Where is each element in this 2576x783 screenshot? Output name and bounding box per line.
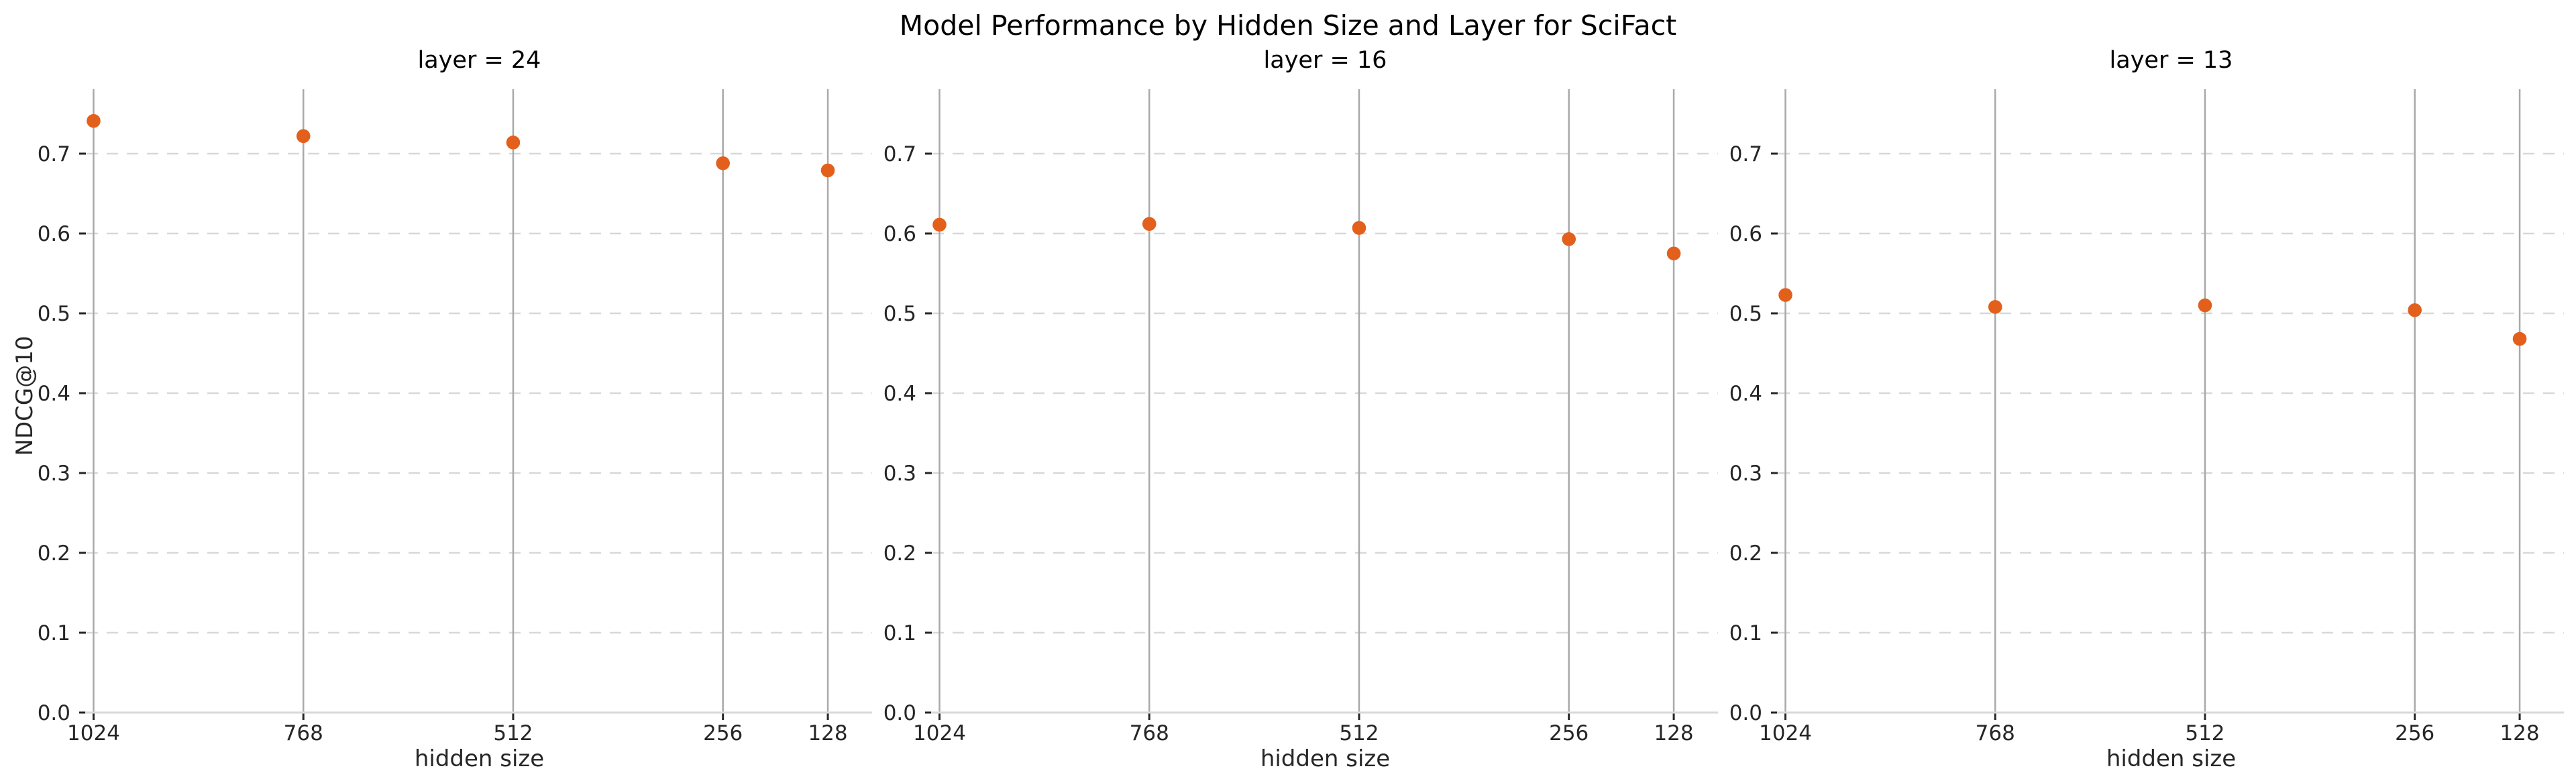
y-tick-label: 0.7 <box>38 142 70 166</box>
x-tick-label: 768 <box>1976 721 2015 745</box>
data-point <box>2198 298 2212 313</box>
y-tick-label: 0.3 <box>1729 462 1762 486</box>
y-tick-label: 0.3 <box>883 462 916 486</box>
y-tick-label: 0.5 <box>883 302 916 326</box>
data-point <box>1988 300 2002 314</box>
x-tick-label: 768 <box>284 721 323 745</box>
x-tick-label: 128 <box>808 721 847 745</box>
y-tick-label: 0.3 <box>38 462 70 486</box>
y-tick-label: 0.1 <box>883 621 916 645</box>
y-tick-label: 0.7 <box>1729 142 1762 166</box>
x-axis-label: hidden size <box>415 745 544 772</box>
y-tick-label: 0.2 <box>883 541 916 566</box>
x-tick-label: 512 <box>1339 721 1379 745</box>
facet-title: layer = 13 <box>2110 47 2233 74</box>
y-tick-label: 0.4 <box>38 382 70 406</box>
y-tick-label: 0.4 <box>883 382 916 406</box>
x-tick-label: 128 <box>1654 721 1693 745</box>
facet-title: layer = 24 <box>418 47 541 74</box>
x-tick-label: 128 <box>2500 721 2539 745</box>
x-tick-label: 256 <box>703 721 743 745</box>
x-tick-label: 256 <box>1549 721 1589 745</box>
y-tick-label: 0.0 <box>1729 701 1762 725</box>
y-tick-label: 0.6 <box>1729 222 1762 246</box>
data-point <box>1142 217 1157 231</box>
data-point <box>2408 303 2422 317</box>
y-tick-label: 0.2 <box>1729 541 1762 566</box>
data-point <box>87 113 101 128</box>
data-point <box>932 217 947 232</box>
data-point <box>2512 331 2527 346</box>
data-point <box>1562 232 1576 246</box>
data-point <box>820 163 835 178</box>
y-tick-label: 0.1 <box>1729 621 1762 645</box>
data-point <box>506 136 521 150</box>
x-axis-label: hidden size <box>1260 745 1390 772</box>
data-point <box>1778 288 1792 302</box>
facet-title: layer = 16 <box>1264 47 1387 74</box>
data-point <box>1666 246 1681 261</box>
figure-title: Model Performance by Hidden Size and Lay… <box>899 9 1677 42</box>
x-axis-label: hidden size <box>2106 745 2236 772</box>
x-tick-label: 1024 <box>1759 721 1812 745</box>
data-point <box>296 129 311 144</box>
y-tick-label: 0.7 <box>883 142 916 166</box>
y-tick-label: 0.5 <box>38 302 70 326</box>
y-tick-label: 0.0 <box>38 701 70 725</box>
y-tick-label: 0.5 <box>1729 302 1762 326</box>
y-tick-label: 0.1 <box>38 621 70 645</box>
x-tick-label: 1024 <box>913 721 966 745</box>
y-tick-label: 0.6 <box>38 222 70 246</box>
y-tick-label: 0.0 <box>883 701 916 725</box>
y-axis-label: NDCG@10 <box>11 336 38 456</box>
y-tick-label: 0.4 <box>1729 382 1762 406</box>
y-tick-label: 0.2 <box>38 541 70 566</box>
x-tick-label: 256 <box>2395 721 2434 745</box>
data-point <box>716 156 730 170</box>
x-tick-label: 768 <box>1130 721 1169 745</box>
x-tick-label: 1024 <box>67 721 120 745</box>
x-tick-label: 512 <box>2185 721 2224 745</box>
y-tick-label: 0.6 <box>883 222 916 246</box>
data-point <box>1352 221 1366 235</box>
x-tick-label: 512 <box>493 721 533 745</box>
